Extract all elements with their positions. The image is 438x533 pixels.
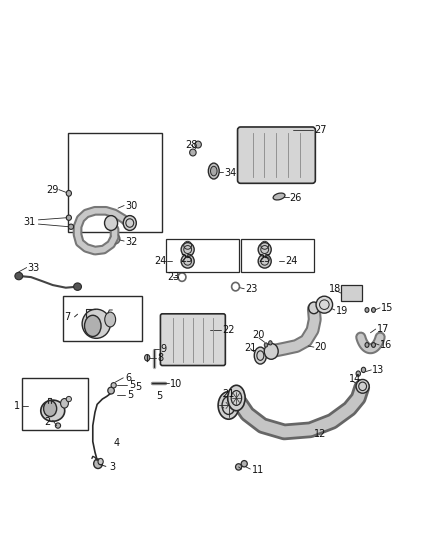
Text: 13: 13 [372,365,385,375]
Bar [63,296,141,341]
Ellipse shape [371,343,375,348]
Ellipse shape [208,163,219,179]
Text: 30: 30 [125,200,137,211]
Ellipse shape [273,193,285,200]
Ellipse shape [356,379,369,393]
Text: 27: 27 [314,125,326,135]
Bar [241,239,314,272]
Text: 11: 11 [252,465,264,474]
Ellipse shape [60,399,68,408]
Ellipse shape [258,243,271,256]
Ellipse shape [190,149,196,156]
FancyBboxPatch shape [237,127,315,183]
Ellipse shape [228,385,245,411]
Text: 8: 8 [157,353,163,362]
Ellipse shape [236,464,242,470]
Text: 16: 16 [380,340,392,350]
Text: 6: 6 [125,373,131,383]
Ellipse shape [44,401,57,417]
Text: 12: 12 [314,429,326,439]
Text: 29: 29 [46,184,59,195]
Ellipse shape [105,312,116,327]
Text: 5: 5 [156,391,162,401]
Ellipse shape [41,400,65,421]
Ellipse shape [264,343,268,347]
Ellipse shape [356,371,360,376]
Text: 7: 7 [64,312,71,322]
Text: 2: 2 [44,417,50,427]
Ellipse shape [68,224,74,229]
Ellipse shape [365,343,369,348]
Ellipse shape [211,166,217,176]
Text: 17: 17 [377,324,389,334]
Ellipse shape [361,367,366,373]
Text: 1: 1 [14,401,21,411]
Ellipse shape [111,383,116,388]
FancyBboxPatch shape [160,314,225,366]
Ellipse shape [145,354,150,361]
Text: 28: 28 [185,140,198,150]
Ellipse shape [108,387,114,394]
Ellipse shape [66,215,71,220]
Ellipse shape [55,423,60,428]
Ellipse shape [218,392,239,419]
Ellipse shape [181,254,194,268]
Ellipse shape [264,343,278,359]
Ellipse shape [82,309,110,338]
Ellipse shape [254,347,266,364]
Text: 32: 32 [125,237,138,247]
Text: 5: 5 [135,382,141,392]
Text: 26: 26 [290,192,302,203]
Text: 4: 4 [114,438,120,448]
Bar [341,285,362,301]
Ellipse shape [181,243,194,256]
Ellipse shape [195,141,201,148]
Ellipse shape [365,308,369,312]
Bar [166,239,239,272]
Ellipse shape [98,458,103,465]
Ellipse shape [268,341,272,345]
Text: 24: 24 [155,256,167,266]
Ellipse shape [123,216,136,230]
Ellipse shape [66,190,71,196]
Text: 23: 23 [168,272,180,282]
Text: 15: 15 [381,303,393,313]
Ellipse shape [85,316,101,336]
Text: 20: 20 [252,330,265,341]
Text: 23: 23 [245,284,258,294]
Text: 31: 31 [24,217,36,227]
Text: 21: 21 [223,389,235,399]
Ellipse shape [66,397,71,402]
Ellipse shape [316,296,332,313]
Text: 9: 9 [160,344,166,354]
Ellipse shape [371,308,375,312]
Text: 18: 18 [328,284,341,294]
Text: 10: 10 [170,379,183,389]
Ellipse shape [74,283,81,290]
Text: 25: 25 [258,254,271,264]
Ellipse shape [241,461,247,467]
Text: 34: 34 [224,168,237,177]
Ellipse shape [309,302,319,314]
Text: 5: 5 [127,390,134,400]
Text: 21: 21 [244,343,257,353]
Text: 19: 19 [336,305,348,316]
Ellipse shape [15,272,23,280]
Text: 20: 20 [315,342,327,352]
Ellipse shape [94,459,102,469]
Text: 5: 5 [129,380,135,390]
Text: 3: 3 [110,463,116,472]
Text: 22: 22 [223,325,235,335]
Bar [67,133,162,232]
Text: 25: 25 [181,254,193,264]
Text: 33: 33 [28,263,40,272]
Bar [22,378,88,430]
Ellipse shape [258,254,271,268]
Text: 24: 24 [285,256,297,266]
Text: 14: 14 [349,374,361,384]
Ellipse shape [105,216,117,230]
